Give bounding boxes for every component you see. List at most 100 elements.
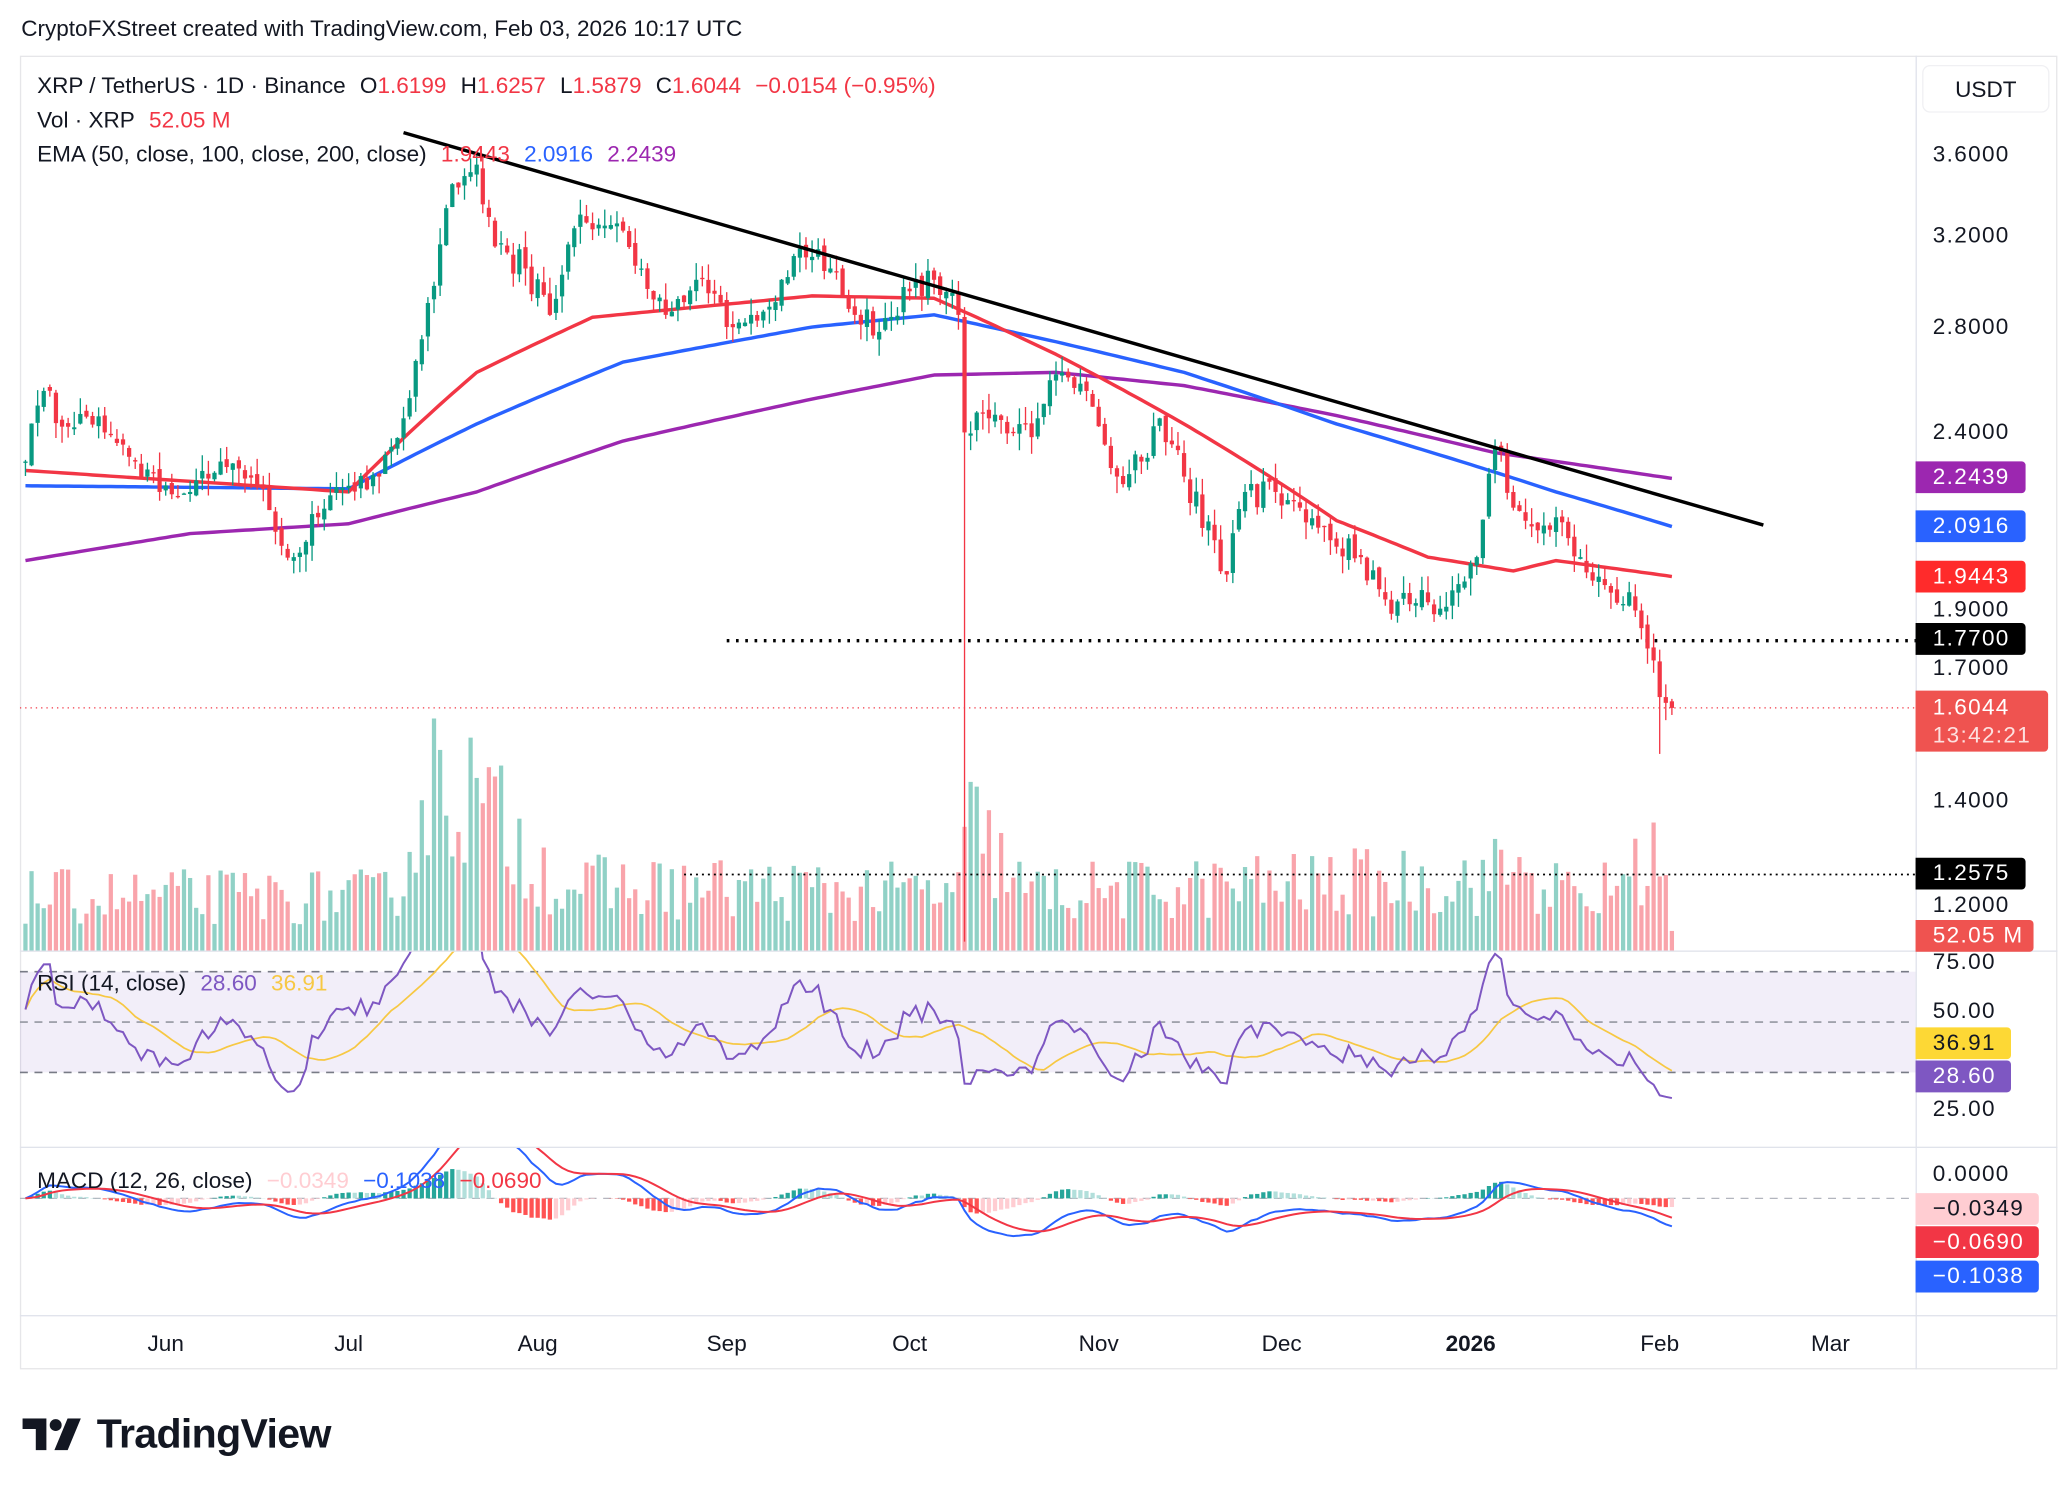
candle-body <box>292 557 296 561</box>
macd-histogram-bar <box>1060 1190 1064 1199</box>
candle-body <box>1206 521 1210 530</box>
candle-body <box>273 511 277 531</box>
candle-body <box>1377 567 1381 589</box>
candle-body <box>792 256 796 277</box>
volume-bar <box>286 902 290 951</box>
time-tick: Feb <box>1640 1331 1679 1358</box>
volume-bar <box>1328 857 1332 950</box>
candle-body <box>249 475 253 477</box>
candle-body <box>334 487 338 493</box>
candle-body <box>84 411 88 417</box>
candle-body <box>584 216 588 222</box>
volume-bar <box>1645 886 1649 951</box>
candle-body <box>529 267 533 295</box>
candle-body <box>1603 579 1607 585</box>
volume-bar <box>1127 862 1131 951</box>
candle-body <box>542 282 546 295</box>
candle-body <box>1456 584 1460 593</box>
macd-histogram-bar <box>1639 1198 1643 1204</box>
volume-bar <box>1206 918 1210 951</box>
volume-bar <box>231 873 235 951</box>
candle-body <box>1389 600 1393 614</box>
candle-body <box>103 415 107 432</box>
volume-bar <box>1347 914 1351 950</box>
rsi-tick: 25.00 <box>1933 1098 1996 1122</box>
volume-bar <box>560 909 564 951</box>
volume-bar <box>1670 931 1674 951</box>
candle-body <box>1475 557 1479 565</box>
macd-histogram-bar <box>304 1198 308 1203</box>
macd-histogram-bar <box>1127 1198 1131 1203</box>
macd-histogram-bar <box>1456 1195 1460 1198</box>
candle-body <box>1591 572 1595 580</box>
volume-bar <box>1249 879 1253 950</box>
volume-bar <box>676 919 680 950</box>
volume-bar <box>1273 891 1277 951</box>
macd-histogram-bar <box>901 1198 905 1199</box>
volume-bar <box>1377 871 1381 951</box>
candle-body <box>115 439 119 443</box>
macd-histogram-bar <box>231 1196 235 1199</box>
candle-body <box>755 315 759 321</box>
volume-bar <box>1237 901 1241 950</box>
volume-bar <box>1426 888 1430 950</box>
last-price: 1.6044 <box>1933 693 2048 721</box>
currency-button[interactable]: USDT <box>1922 65 2049 113</box>
volume-bar <box>670 869 674 950</box>
macd-histogram-bar <box>1670 1198 1674 1207</box>
volume-bar <box>66 870 70 951</box>
macd-histogram-bar <box>1383 1198 1387 1201</box>
macd-histogram-bar <box>572 1198 576 1205</box>
candle-body <box>651 291 655 299</box>
volume-bar <box>487 767 491 950</box>
macd-histogram-bar <box>1036 1198 1040 1200</box>
candle-body <box>883 318 887 330</box>
volume-bar <box>316 871 320 950</box>
macd-histogram-bar <box>1560 1198 1564 1199</box>
rsi-badge: 28.60 <box>1916 1061 2011 1093</box>
candle-body <box>1353 534 1357 558</box>
volume-bar <box>255 889 259 951</box>
candle-body <box>1060 372 1064 375</box>
volume-bar <box>414 873 418 951</box>
tradingview-logo[interactable]: TradingView <box>23 1410 331 1458</box>
candle-body <box>889 317 893 320</box>
candle-body <box>633 243 637 266</box>
rsi-tick: 75.00 <box>1933 950 1996 974</box>
macd-histogram-bar <box>548 1198 552 1219</box>
volume-bar <box>1517 857 1521 950</box>
volume-bar <box>548 914 552 950</box>
candle-body <box>1322 526 1326 527</box>
candle-body <box>1334 539 1338 547</box>
candle-body <box>505 246 509 253</box>
macd-histogram-bar <box>536 1198 540 1217</box>
volume-bar <box>865 870 869 950</box>
macd-histogram-bar <box>639 1198 643 1206</box>
candle-body <box>1365 558 1369 581</box>
macd-histogram-bar <box>298 1198 302 1204</box>
volume-bar <box>1566 872 1570 951</box>
price-tick: 2.8000 <box>1933 315 2010 339</box>
macd-histogram-bar <box>1078 1190 1082 1198</box>
macd-histogram-bar <box>1048 1194 1052 1199</box>
volume-bar <box>1633 839 1637 951</box>
macd-signal-badge: −0.0690 <box>1916 1226 2039 1258</box>
volume-bar <box>1481 860 1485 951</box>
macd-histogram-bar <box>1401 1198 1405 1200</box>
legend-volume-label: Vol · XRP <box>37 107 135 132</box>
volume-bar <box>883 880 887 950</box>
candle-body <box>1011 432 1015 433</box>
volume-bar <box>1651 823 1655 951</box>
volume-bar <box>828 913 832 951</box>
macd-histogram-bar <box>1200 1198 1204 1202</box>
legend-macd-signal: −0.0690 <box>459 1168 541 1193</box>
macd-histogram-bar <box>761 1198 765 1199</box>
volume-bar <box>1072 918 1076 950</box>
volume-bar <box>54 872 58 950</box>
volume-bar <box>926 880 930 950</box>
macd-histogram-bar <box>84 1197 88 1198</box>
volume-bar <box>731 916 735 950</box>
candle-body <box>231 463 235 469</box>
candle-body <box>718 295 722 303</box>
